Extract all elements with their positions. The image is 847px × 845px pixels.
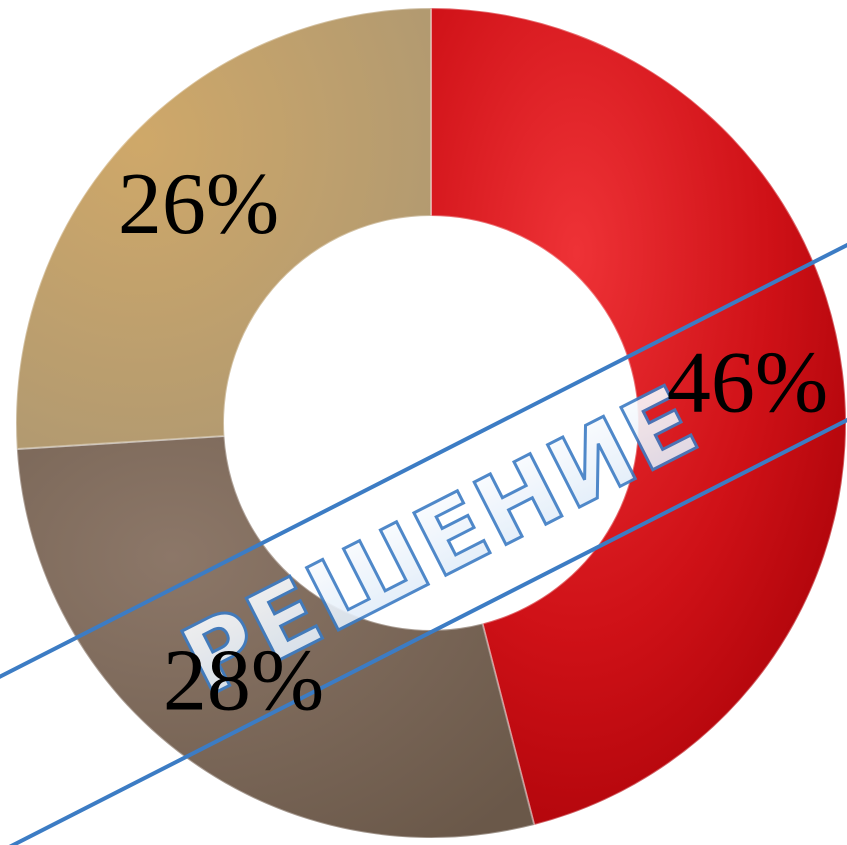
slices-group xyxy=(15,6,847,839)
slice-26-percent xyxy=(15,6,432,451)
watermark-rule-top xyxy=(0,214,847,727)
data-label-46-percent: 46% xyxy=(667,335,828,432)
slice-28-percent xyxy=(15,434,536,839)
watermark-rule-bottom xyxy=(0,353,847,845)
labels-group: 46% 28% 26% xyxy=(118,156,828,730)
data-label-26-percent: 26% xyxy=(118,156,279,253)
slice-46-percent xyxy=(430,6,847,827)
data-label-28-percent: 28% xyxy=(163,633,324,730)
